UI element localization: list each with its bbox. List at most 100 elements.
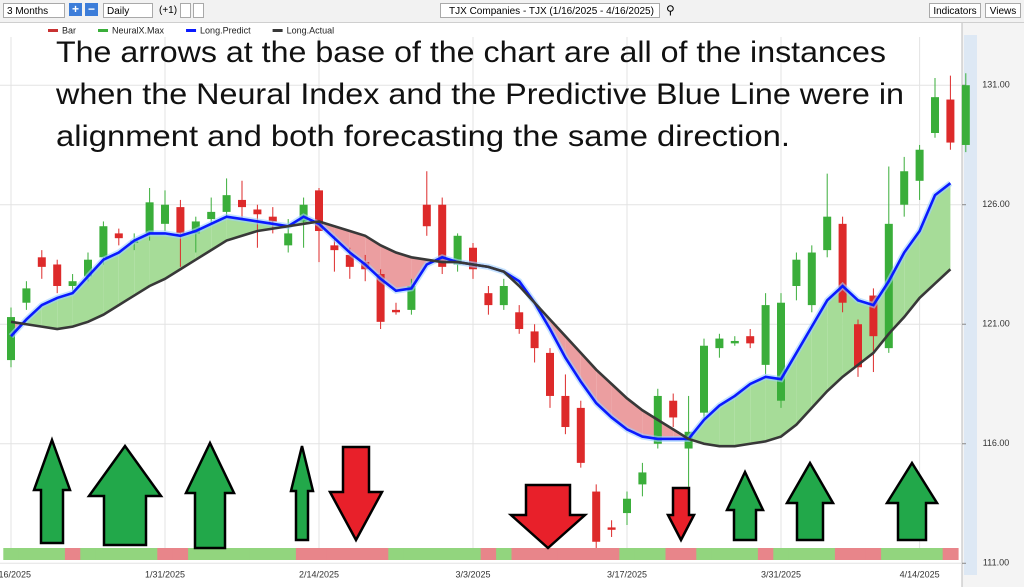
legend-swatch: [98, 29, 109, 32]
candle-body: [407, 285, 416, 310]
band-fill: [165, 233, 181, 279]
offset: (+1): [159, 5, 178, 16]
signal-cell: [865, 548, 882, 560]
x-tick-label: 2/14/2025: [299, 569, 339, 579]
signal-cell: [665, 548, 682, 560]
signal-cell: [850, 548, 867, 560]
candle-body: [515, 312, 524, 330]
candle-body: [900, 171, 909, 205]
signal-cell: [18, 548, 35, 560]
signal-cell: [434, 548, 451, 560]
y-tick-label: 116.00: [983, 438, 1010, 448]
candle-body: [99, 226, 108, 258]
signal-cell: [295, 548, 312, 560]
band-fill: [57, 293, 73, 330]
up-arrow: [289, 445, 315, 542]
period-select[interactable]: 3 Months: [3, 3, 65, 18]
up-arrow: [784, 460, 836, 542]
candle-body: [84, 259, 92, 277]
candle-body: [37, 257, 46, 267]
candle-body: [607, 527, 616, 530]
views-button[interactable]: Views: [985, 3, 1021, 18]
signal-cell: [326, 548, 343, 560]
signal-cell: [619, 548, 636, 560]
signal-cell: [496, 548, 512, 560]
signal-cell: [172, 548, 189, 560]
interval-select[interactable]: Daily: [103, 3, 153, 18]
signal-cell: [526, 548, 543, 560]
signal-cell: [203, 548, 220, 560]
annotation-line: The arrows at the base of the chart are …: [56, 36, 886, 69]
signal-cell: [942, 548, 959, 560]
candle-body: [869, 295, 878, 337]
legend-label: NeuralX.Max: [112, 25, 165, 35]
candle-body: [176, 207, 185, 234]
signal-cell: [927, 548, 944, 560]
y-tick-label: 126.00: [982, 199, 1010, 209]
candle-body: [22, 288, 31, 303]
signal-cell: [773, 548, 790, 560]
search-icon[interactable]: ⚲: [666, 3, 675, 17]
candle-body: [222, 195, 231, 212]
band-fill: [750, 376, 766, 444]
signal-cell: [911, 548, 928, 560]
candle-body: [161, 204, 169, 224]
down-arrow: [327, 445, 385, 543]
candle-body: [823, 216, 832, 251]
signal-cell: [696, 548, 713, 560]
offset-minus[interactable]: [193, 3, 204, 18]
zoom-out[interactable]: −: [85, 3, 98, 16]
candle-body: [946, 99, 955, 143]
candle-body: [746, 336, 755, 344]
legend-label: Long.Predict: [200, 25, 251, 35]
band-fill: [134, 233, 150, 296]
signal-cell: [3, 548, 20, 560]
signal-cell: [542, 548, 559, 560]
x-tick-label: 3/3/2025: [455, 569, 490, 579]
candle-body: [438, 204, 447, 267]
candle-body: [114, 233, 123, 239]
candle-body: [145, 202, 154, 234]
candle-body: [638, 472, 647, 485]
offset-plus[interactable]: [180, 3, 191, 18]
axis-band: [964, 35, 977, 575]
signal-cell: [449, 548, 466, 560]
candle-body: [268, 216, 277, 222]
candle-body: [931, 97, 939, 134]
candle-body: [761, 305, 770, 365]
signal-cell: [64, 548, 81, 560]
signal-cell: [234, 548, 251, 560]
up-arrow: [184, 440, 236, 550]
signal-cell: [403, 548, 420, 560]
indicators-button[interactable]: Indicators: [929, 3, 981, 18]
symbol-box[interactable]: TJX Companies - TJX (1/16/2025 - 4/16/20…: [440, 3, 660, 18]
signal-cell: [372, 548, 389, 560]
candle-body: [730, 340, 739, 344]
up-arrow: [725, 469, 765, 542]
band-fill: [180, 231, 196, 270]
signal-cell: [34, 548, 50, 560]
candle-body: [592, 491, 601, 542]
candle-body: [838, 223, 847, 303]
signal-cell: [249, 548, 266, 560]
candle-body: [284, 233, 293, 246]
candle-body: [499, 285, 508, 306]
candle-body: [669, 400, 678, 418]
candle-body: [453, 235, 462, 265]
signal-cell: [357, 548, 374, 560]
band-fill: [827, 285, 843, 392]
annotation-line: alignment and both forecasting the same …: [56, 120, 790, 153]
signal-cell: [265, 548, 281, 560]
series-line: [10, 220, 952, 448]
candle-body: [715, 338, 724, 349]
legend-swatch: [48, 29, 58, 32]
signal-cell: [511, 548, 528, 560]
candle-body: [191, 221, 200, 234]
candle-body: [854, 324, 862, 368]
x-tick-label: 4/14/2025: [900, 569, 940, 579]
y-tick-label: 131.00: [982, 80, 1010, 90]
zoom-in[interactable]: +: [69, 3, 82, 16]
band-fill: [935, 183, 951, 284]
x-tick-label: 1/16/2025: [0, 569, 31, 579]
legend-label: Bar: [62, 25, 76, 35]
